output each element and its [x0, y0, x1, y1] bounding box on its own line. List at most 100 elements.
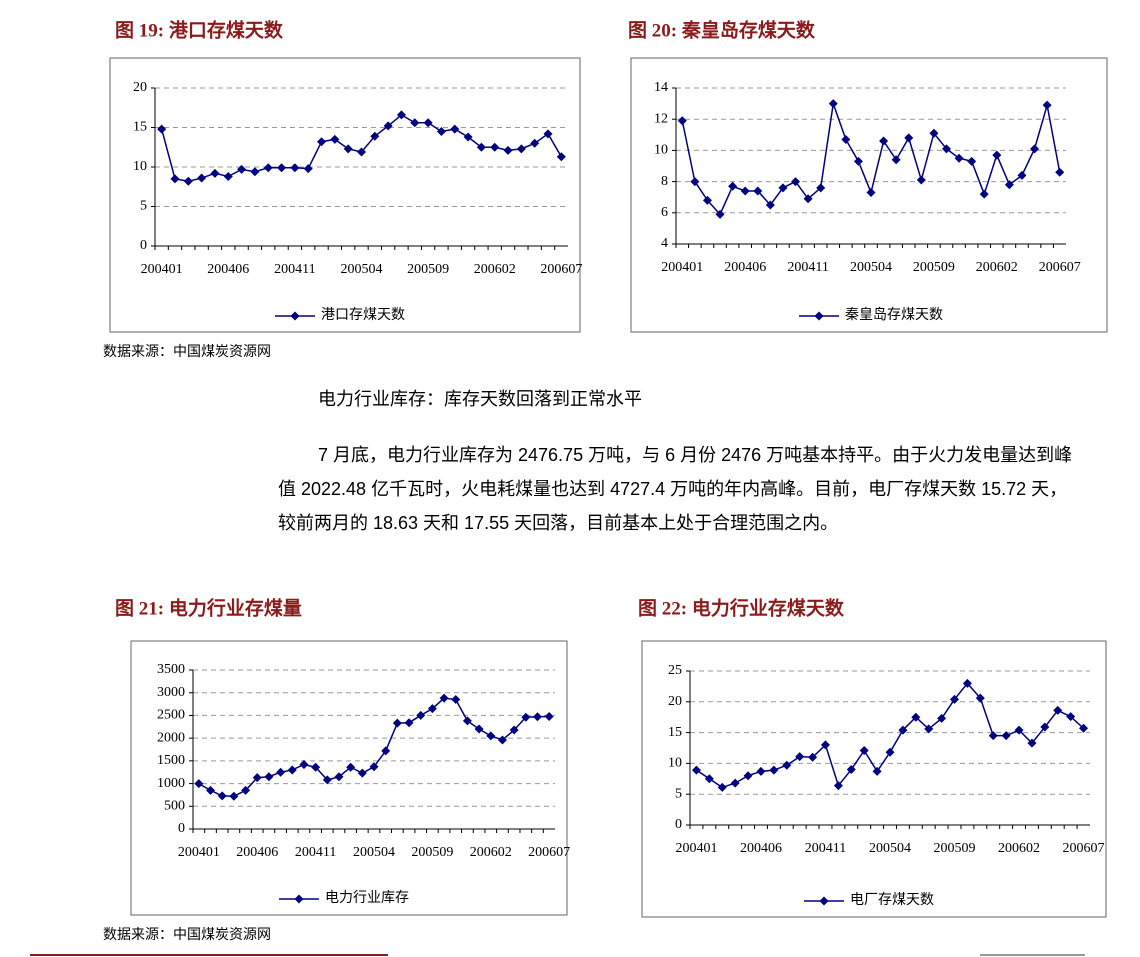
data-point [898, 725, 908, 735]
data-point [370, 131, 380, 141]
data-point [853, 156, 863, 166]
legend-marker [814, 311, 824, 321]
data-point [841, 134, 851, 144]
data-point [1055, 167, 1065, 177]
x-tick-label: 200504 [353, 845, 395, 860]
data-point [197, 173, 207, 183]
legend-label: 秦皇岛存煤天数 [845, 307, 943, 323]
data-point [252, 773, 262, 783]
data-point [463, 132, 473, 142]
data-point [462, 716, 472, 726]
data-point [1014, 725, 1024, 735]
data-point [967, 156, 977, 166]
y-tick-label: 0 [675, 817, 682, 832]
y-tick-label: 1000 [157, 776, 185, 791]
data-point [439, 693, 449, 703]
data-point [223, 171, 233, 181]
data-point [357, 768, 367, 778]
x-tick-label: 200602 [976, 260, 1018, 275]
data-point [264, 772, 274, 782]
x-tick-label: 200504 [869, 841, 911, 856]
data-point [392, 718, 402, 728]
data-point [728, 181, 738, 191]
x-tick-label: 200509 [407, 262, 449, 277]
chart-frame [130, 640, 568, 916]
data-point [743, 771, 753, 781]
data-point [769, 765, 779, 775]
data-point [346, 762, 356, 772]
data-point [287, 765, 297, 775]
data-point [206, 785, 216, 795]
y-tick-label: 0 [178, 821, 185, 836]
data-point [250, 167, 260, 177]
x-tick-label: 200607 [528, 845, 570, 860]
data-point [330, 134, 340, 144]
x-tick-label: 200509 [913, 260, 955, 275]
y-tick-label: 5 [140, 199, 147, 214]
data-point [1053, 705, 1063, 715]
source-note: 数据来源：中国煤炭资源网 [103, 345, 271, 360]
y-tick-label: 10 [133, 159, 147, 174]
data-point [544, 711, 554, 721]
data-point [740, 186, 750, 196]
y-tick-label: 0 [140, 238, 147, 253]
legend-label: 电厂存煤天数 [850, 892, 934, 908]
y-tick-label: 25 [668, 663, 682, 678]
y-tick-label: 5 [675, 786, 682, 801]
paragraph: 7 月底，电力行业库存为 2476.75 万吨，与 6 月份 2476 万吨基本… [278, 445, 1073, 533]
y-tick-label: 8 [661, 174, 668, 189]
x-tick-label: 200401 [675, 841, 717, 856]
data-point [704, 774, 714, 784]
data-point [1004, 180, 1014, 190]
data-point [410, 118, 420, 128]
data-point [833, 781, 843, 791]
x-tick-label: 200602 [470, 845, 512, 860]
x-tick-label: 200411 [274, 262, 315, 277]
data-point [765, 200, 775, 210]
data-point [1001, 731, 1011, 741]
data-point [427, 704, 437, 714]
y-tick-label: 3000 [157, 685, 185, 700]
data-point [954, 153, 964, 163]
data-point [1027, 738, 1037, 748]
data-point [753, 186, 763, 196]
y-tick-label: 14 [654, 80, 668, 95]
x-tick-label: 200406 [236, 845, 278, 860]
y-tick-label: 20 [133, 80, 147, 95]
data-point [451, 695, 461, 705]
data-point [509, 725, 519, 735]
data-point [962, 678, 972, 688]
data-point [846, 765, 856, 775]
data-point [423, 118, 433, 128]
data-point [885, 747, 895, 757]
y-tick-label: 10 [668, 756, 682, 771]
data-point [237, 164, 247, 174]
y-tick-label: 1500 [157, 753, 185, 768]
data-point [497, 735, 507, 745]
y-tick-label: 15 [668, 725, 682, 740]
x-tick-label: 200607 [1063, 841, 1105, 856]
data-point [521, 712, 531, 722]
data-point [979, 189, 989, 199]
data-point [791, 177, 801, 187]
data-point [795, 752, 805, 762]
data-point [357, 147, 366, 157]
data-point [904, 133, 914, 143]
chart-frame [109, 57, 581, 333]
y-tick-label: 12 [654, 111, 668, 126]
data-point [756, 766, 766, 776]
data-point [532, 712, 542, 722]
x-tick-label: 200401 [661, 260, 703, 275]
series-line [198, 697, 550, 798]
data-point [702, 195, 712, 205]
data-point [474, 724, 484, 734]
chart-title: 图 22: 电力行业存煤天数 [638, 596, 845, 619]
data-point [1066, 712, 1076, 722]
y-tick-label: 6 [661, 205, 668, 220]
x-tick-label: 200411 [295, 845, 336, 860]
data-point [170, 174, 180, 184]
data-point [486, 731, 496, 741]
data-point [820, 740, 830, 750]
x-tick-label: 200504 [341, 262, 383, 277]
data-point [911, 712, 921, 722]
